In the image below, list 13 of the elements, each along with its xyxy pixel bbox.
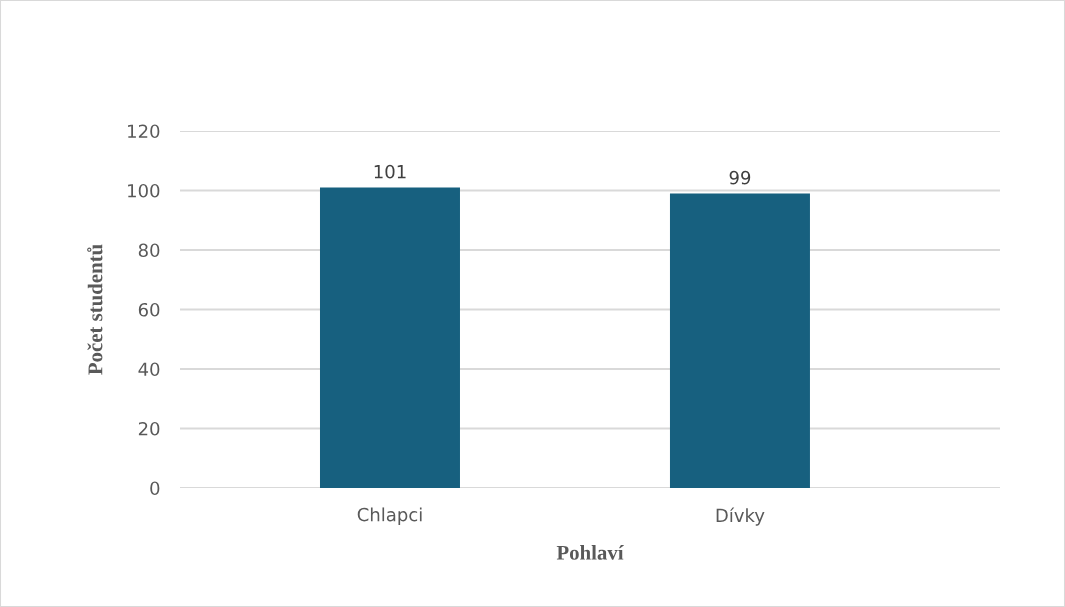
y-tick-label: 100	[128, 183, 160, 198]
y-tick-label: 60	[138, 302, 160, 317]
data-label: 99	[729, 170, 751, 185]
data-label: 101	[374, 164, 406, 179]
x-tick-label: Chlapci	[357, 507, 422, 525]
y-tick-label: 80	[138, 243, 160, 258]
y-axis-title: Počet studentů	[87, 244, 103, 375]
y-tick-label: 40	[138, 362, 160, 377]
y-tick-label: 0	[150, 481, 160, 496]
y-tick-label: 20	[138, 421, 160, 436]
y-tick-label: 120	[128, 124, 160, 139]
x-tick-label: Dívky	[716, 507, 765, 526]
x-axis-title: Pohlaví	[556, 545, 624, 560]
